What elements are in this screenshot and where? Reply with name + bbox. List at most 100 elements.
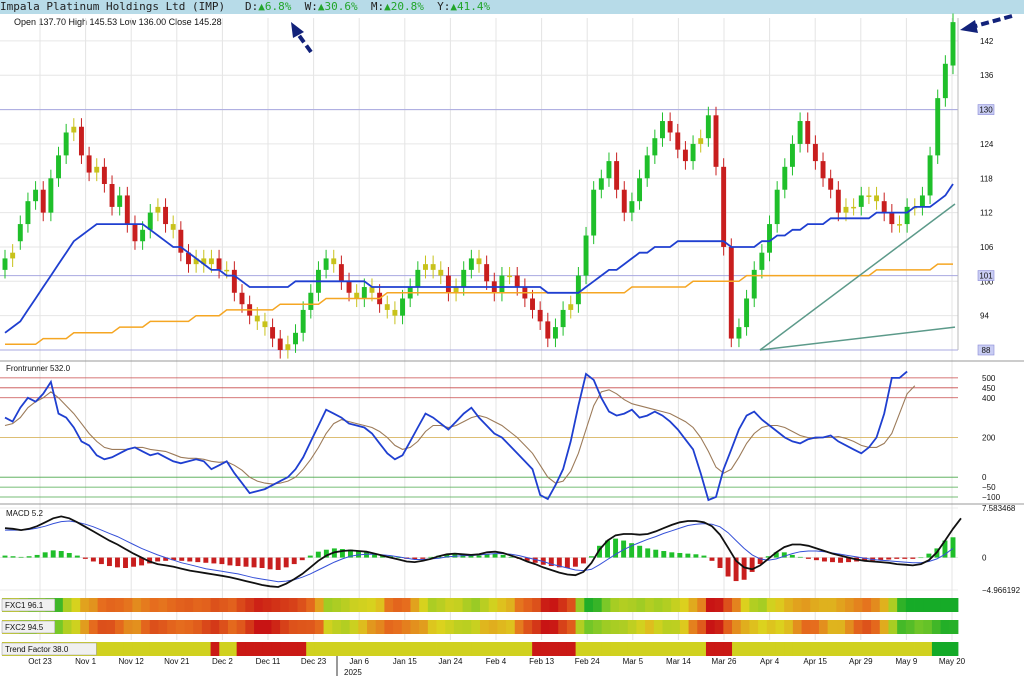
heatmap-cell: [453, 598, 464, 612]
x-tick-label: Nov 12: [119, 657, 145, 666]
candlestick: [919, 195, 925, 207]
macd-histogram-bar: [653, 549, 659, 558]
macd-histogram-bar: [428, 556, 434, 558]
heatmap-cell: [480, 620, 490, 634]
heatmap-cell: [584, 598, 594, 612]
heatmap-cell: [523, 642, 533, 656]
level-label: 130: [979, 106, 993, 115]
candlestick: [897, 224, 902, 226]
y-tick-label: 0: [982, 554, 987, 563]
heatmap-cell: [497, 620, 507, 634]
heatmap-cell: [227, 620, 238, 634]
macd-histogram-bar: [259, 557, 265, 569]
heatmap-cell: [940, 642, 950, 656]
candlestick: [759, 252, 765, 270]
x-tick-label: Jan 15: [393, 657, 418, 666]
candlestick: [354, 292, 360, 299]
macd-histogram-bar: [235, 557, 241, 567]
heatmap-cell: [210, 642, 220, 656]
heatmap-cell: [845, 620, 855, 634]
macd-histogram-bar: [838, 557, 843, 563]
heatmap-cell: [445, 598, 455, 612]
heatmap-cell: [784, 620, 794, 634]
x-tick-label: Jan 6: [349, 657, 369, 666]
candlestick: [430, 264, 436, 270]
heatmap-cell: [132, 642, 142, 656]
heatmap-cell: [114, 642, 125, 656]
heatmap-cell: [410, 642, 420, 656]
candlestick: [690, 143, 696, 162]
heatmap-cell: [401, 598, 411, 612]
heatmap-cell: [332, 642, 342, 656]
macd-histogram-bar: [412, 557, 418, 560]
heatmap-cell: [619, 598, 629, 612]
month-change-label: M:: [370, 0, 385, 13]
macd-histogram-bar: [50, 550, 56, 558]
heatmap-cell: [697, 642, 707, 656]
heatmap-cell: [636, 598, 646, 612]
macd-histogram-bar: [444, 554, 450, 558]
candlestick: [33, 189, 39, 202]
candlestick: [660, 121, 665, 139]
heatmap-cell: [236, 620, 246, 634]
y-tick-label: 142: [980, 37, 994, 46]
heatmap-cell: [836, 598, 846, 612]
candlestick: [927, 155, 933, 196]
heatmap-cell: [532, 642, 542, 656]
heatmap-cell: [193, 642, 203, 656]
heatmap-cell: [245, 620, 255, 634]
macd-histogram-bar: [372, 553, 378, 558]
candlestick: [537, 309, 543, 322]
heatmap-cell: [323, 642, 333, 656]
candlestick: [797, 121, 803, 144]
heatmap-cell: [888, 620, 898, 634]
heatmap-cell: [175, 642, 185, 656]
heatmap-cell: [949, 642, 959, 656]
heatmap-cell: [575, 620, 585, 634]
heatmap-cell: [445, 642, 455, 656]
candlestick: [468, 258, 474, 270]
candlestick: [789, 143, 795, 167]
candlestick: [583, 235, 589, 276]
heatmap-cell: [931, 620, 942, 634]
heatmap-cell: [445, 620, 455, 634]
heatmap-cell: [375, 598, 385, 612]
heatmap-cell: [949, 598, 959, 612]
candlestick: [10, 252, 16, 259]
candlestick: [163, 206, 169, 225]
candlestick: [423, 264, 428, 270]
heatmap-cell: [645, 598, 655, 612]
y-tick-label: −100: [982, 493, 1001, 502]
macd-histogram-bar: [468, 555, 474, 558]
candlestick: [208, 258, 214, 265]
trend-line: [759, 326, 956, 351]
macd-histogram-bar: [532, 557, 538, 563]
macd-histogram-bar: [179, 557, 185, 561]
macd-histogram-bar: [749, 557, 755, 572]
x-tick-label: Mar 26: [712, 657, 737, 666]
candlestick: [514, 275, 520, 288]
heatmap-cell: [332, 620, 342, 634]
macd-histogram-bar: [862, 557, 868, 561]
heatmap-cell: [245, 642, 255, 656]
macd-histogram-bar: [115, 557, 120, 568]
macd-histogram-bar: [396, 557, 402, 559]
heatmap-cell: [201, 598, 211, 612]
heatmap-cell: [201, 620, 211, 634]
heatmap-cell: [236, 642, 246, 656]
heatmap-cell: [453, 620, 464, 634]
heatmap-cell: [523, 620, 533, 634]
heatmap-cell: [766, 620, 776, 634]
macd-histogram-bar: [339, 549, 345, 558]
candlestick: [637, 178, 643, 202]
heatmap-cell: [219, 620, 229, 634]
macd-histogram-bar: [2, 555, 8, 558]
macd-histogram-bar: [564, 557, 570, 569]
heatmap-cell: [775, 620, 785, 634]
heatmap-cell: [636, 620, 646, 634]
heatmap-cell: [141, 642, 151, 656]
heatmap-cell: [175, 620, 185, 634]
heatmap-cell: [792, 620, 802, 634]
heatmap-cell: [549, 642, 559, 656]
